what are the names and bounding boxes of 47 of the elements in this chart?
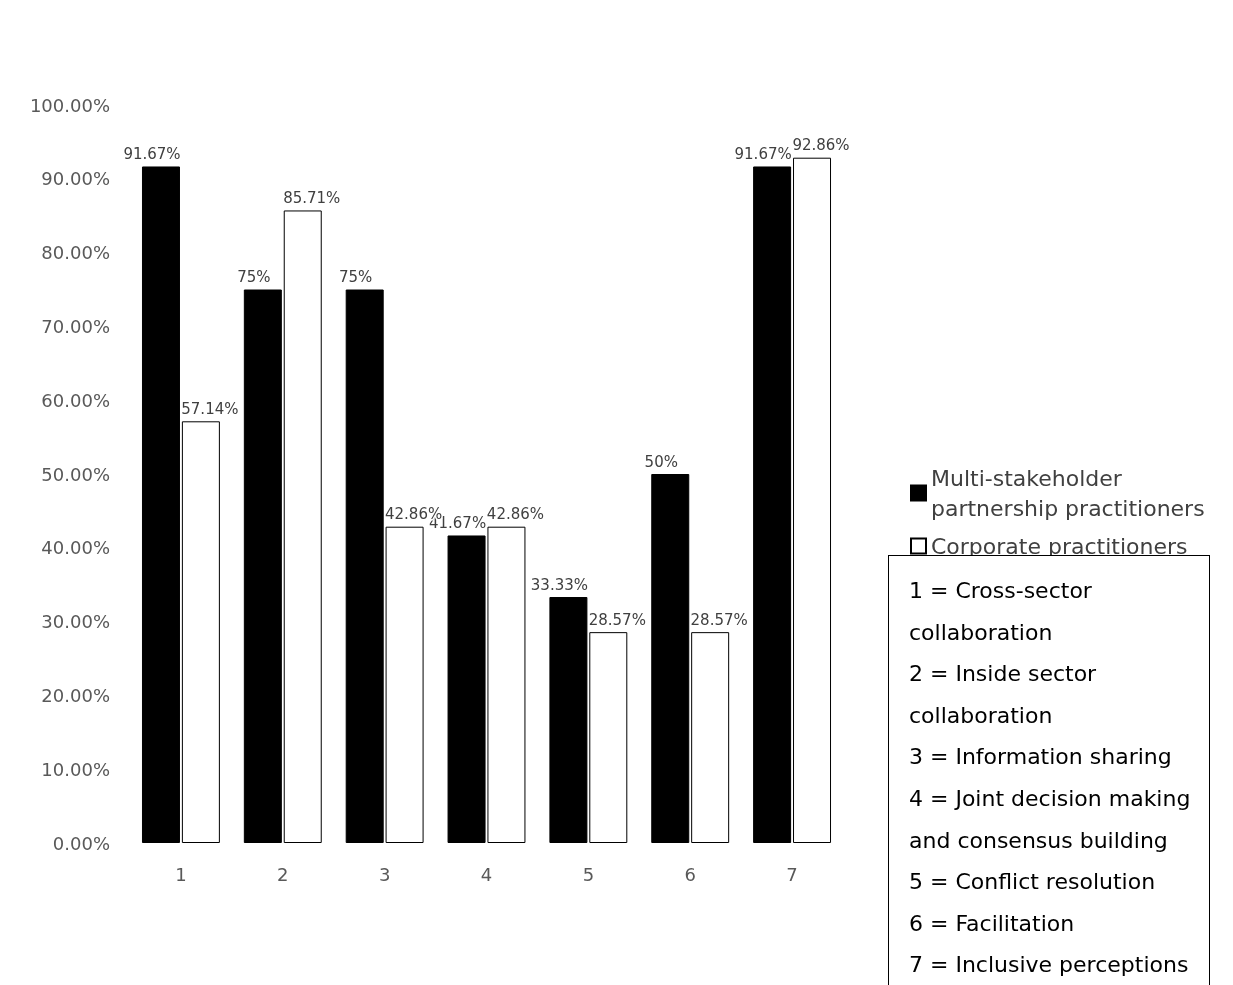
- y-tick-label: 40.00%: [41, 537, 110, 559]
- bar: [283, 210, 322, 843]
- x-tick-label: 6: [684, 863, 696, 885]
- y-tick-label: 0.00%: [52, 832, 110, 854]
- x-tick-label: 2: [277, 863, 289, 885]
- x-tick-label: 4: [480, 863, 493, 885]
- bar: [243, 289, 282, 843]
- data-label: 28.57%: [690, 610, 748, 629]
- bar: [753, 166, 792, 843]
- data-label: 50%: [644, 452, 678, 471]
- data-label: 57.14%: [181, 399, 239, 418]
- text: 3 = Information sharing: [909, 743, 1173, 772]
- data-label: 92.86%: [792, 136, 850, 155]
- x-tick-label: 5: [582, 863, 595, 885]
- y-tick-label: 100.00%: [29, 94, 110, 116]
- y-tick-label: 90.00%: [41, 168, 110, 190]
- bar: [793, 157, 832, 843]
- text: 1 = Cross-sector collaboration: [909, 577, 1093, 647]
- data-label: 91.67%: [123, 144, 181, 163]
- text: 5 = Conflict resolution: [909, 868, 1157, 897]
- data-label: 85.71%: [283, 188, 341, 207]
- data-label: 42.86%: [486, 505, 545, 524]
- y-tick-label: 60.00%: [41, 389, 110, 411]
- legend-label: Multi-stakeholder partnership practitioners: [931, 465, 1205, 521]
- bar: [651, 474, 690, 843]
- data-label: 33.33%: [530, 575, 589, 594]
- text: 4 = Joint decision making and consensus building: [909, 784, 1192, 855]
- data-label: 28.57%: [588, 610, 646, 629]
- x-tick-label: 1: [175, 863, 187, 885]
- data-label: 75%: [237, 268, 271, 286]
- data-label: 75%: [339, 268, 373, 286]
- bar: [141, 166, 180, 843]
- text: 7 = Inclusive perceptions: [909, 951, 1190, 980]
- text: 2 = Inside sector collaboration: [909, 660, 1098, 730]
- legend-label: Corporate practitioners: [931, 533, 1188, 559]
- y-tick-label: 70.00%: [41, 315, 110, 337]
- data-label: 91.67%: [734, 144, 792, 163]
- y-tick-label: 30.00%: [41, 611, 110, 633]
- y-tick-label: 80.00%: [41, 242, 110, 264]
- x-tick-label: 7: [786, 863, 798, 885]
- y-tick-label: 20.00%: [41, 684, 110, 706]
- x-tick-label: 3: [378, 863, 391, 885]
- bar: [181, 421, 220, 843]
- text: 6 = Facilitation: [909, 909, 1076, 938]
- y-tick-label: 10.00%: [41, 758, 110, 780]
- bar: [691, 632, 730, 843]
- y-tick-label: 50.00%: [41, 463, 110, 485]
